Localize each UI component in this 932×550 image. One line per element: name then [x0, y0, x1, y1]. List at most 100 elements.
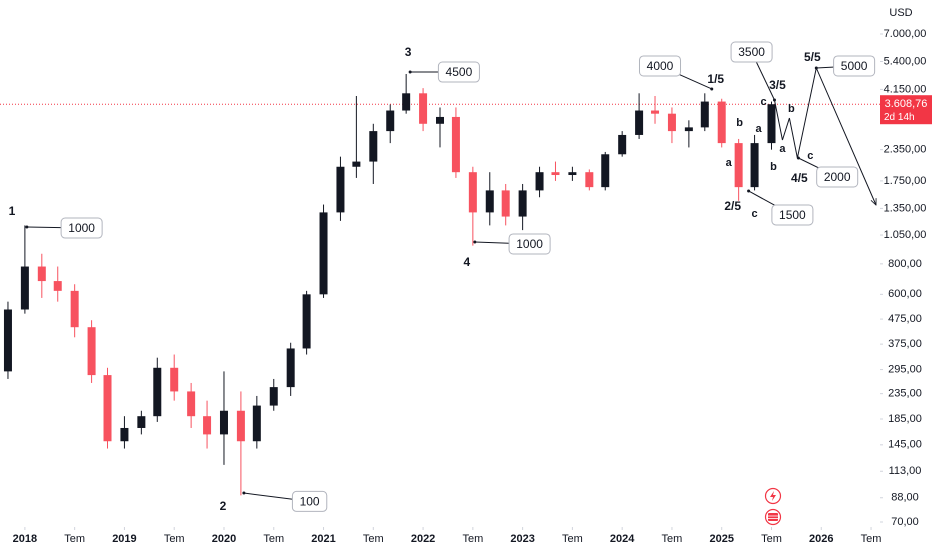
candle-body: [667, 113, 676, 132]
candle: [717, 98, 726, 148]
candle-body: [485, 190, 494, 213]
x-tick-label: Tem: [861, 533, 882, 545]
candle-body: [501, 190, 510, 217]
candle: [436, 107, 444, 148]
y-tick-label: 600,00: [888, 288, 922, 300]
callout-box: [60, 217, 103, 239]
callout-text: 2000: [824, 170, 851, 184]
sub-wave-label: b: [736, 117, 743, 129]
candle-body: [436, 116, 444, 124]
currency-label: USD: [889, 7, 912, 19]
candle-body: [551, 172, 560, 176]
callout-anchor: [710, 87, 714, 91]
candle: [568, 166, 577, 181]
candle: [734, 138, 743, 201]
candle: [87, 320, 96, 383]
indicator-icons[interactable]: [764, 487, 782, 526]
candle-body: [419, 93, 428, 124]
candle: [137, 410, 146, 435]
candle-body: [336, 166, 345, 213]
callout-box: [833, 55, 876, 77]
candle-body: [684, 127, 693, 132]
y-tick-label: 1.350,00: [884, 202, 927, 214]
candle-body: [767, 104, 776, 144]
candle-body: [137, 416, 146, 428]
candle-body: [37, 266, 46, 282]
y-tick-label: 475,00: [888, 313, 922, 325]
candle-body: [87, 327, 96, 376]
x-tick-label: Tem: [164, 533, 185, 545]
y-tick-label: 4.150,00: [884, 83, 927, 95]
projection-path: [773, 66, 876, 205]
callout-box: [508, 233, 551, 255]
callout-text: 1500: [779, 208, 806, 222]
x-tick-label: 2022: [411, 533, 435, 545]
callout-text: 4000: [647, 59, 674, 73]
candle: [468, 166, 477, 246]
candle-body: [468, 172, 477, 213]
price-tag-bg: [880, 95, 932, 125]
callout-box: [816, 166, 859, 188]
candle-body: [20, 266, 29, 310]
candle-body: [120, 427, 129, 442]
x-tick-label: 2025: [709, 533, 733, 545]
candle: [750, 134, 759, 191]
lightning-glyph: [770, 491, 776, 501]
y-tick-label: 7.000,00: [884, 28, 927, 40]
callout-text: 5000: [841, 59, 868, 73]
candle-body: [53, 281, 62, 291]
callout: 4000: [638, 55, 714, 91]
callout-anchor: [747, 189, 751, 193]
candle-body: [286, 348, 295, 388]
candle: [518, 183, 527, 231]
candle-body: [170, 367, 179, 392]
wave-label: 3/5: [769, 78, 786, 92]
candle: [70, 284, 79, 338]
wave-label: 3: [405, 45, 412, 59]
wave-label: 2/5: [724, 199, 741, 213]
candle: [684, 120, 693, 148]
x-tick-label: Tem: [64, 533, 85, 545]
price-tag-countdown: 2d 14h: [884, 112, 915, 123]
candle-body: [451, 116, 460, 173]
x-tick-label: 2018: [13, 533, 37, 545]
callout-anchor: [25, 225, 29, 229]
x-tick-label: 2019: [112, 533, 136, 545]
y-tick-label: 5.400,00: [884, 55, 927, 67]
candle-body: [319, 212, 328, 295]
x-tick-label: Tem: [363, 533, 384, 545]
candle: [585, 169, 594, 191]
candle: [485, 172, 494, 226]
y-tick-label: 375,00: [888, 338, 922, 350]
candle: [501, 183, 510, 226]
callout: 5000: [814, 55, 876, 77]
candle: [386, 104, 395, 144]
callout-anchor: [242, 491, 246, 495]
candle-body: [70, 290, 79, 328]
y-tick-label: 295,00: [888, 363, 922, 375]
x-tick-label: Tem: [462, 533, 483, 545]
sub-wave-label: a: [726, 157, 733, 169]
candle: [635, 93, 644, 139]
candle-body: [568, 172, 577, 176]
y-tick-label: 800,00: [888, 258, 922, 270]
candle-body: [635, 110, 644, 135]
flag-glyph: [768, 513, 778, 521]
callout-anchor: [814, 66, 818, 70]
y-tick-label: 113,00: [889, 465, 922, 477]
wave-label: 1/5: [707, 72, 724, 86]
candle: [352, 95, 361, 178]
candle-body: [717, 101, 726, 144]
callout: 2000: [796, 156, 859, 188]
callout-box: [730, 41, 773, 63]
sub-wave-label: a: [755, 123, 762, 135]
price-tag-value: 3.608,76: [885, 98, 928, 110]
callout: 1500: [747, 189, 814, 226]
candle: [319, 204, 328, 298]
candle-body: [535, 172, 544, 191]
callout-box: [638, 55, 682, 77]
wave-label: 2: [220, 499, 227, 513]
x-tick-label: Tem: [562, 533, 583, 545]
callout-anchor: [772, 98, 776, 102]
